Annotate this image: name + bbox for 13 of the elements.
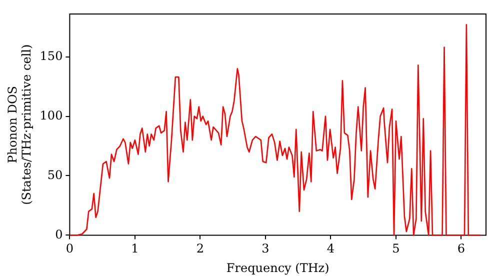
x-tick-label: 5	[392, 242, 400, 256]
x-tick-label: 0	[66, 242, 74, 256]
x-tick-label: 6	[457, 242, 466, 256]
x-tick-label: 2	[196, 242, 204, 256]
x-axis-title: Frequency (THz)	[226, 260, 330, 275]
y-tick-label: 100	[40, 108, 63, 122]
y-axis-title: Phonon DOS (States/THz·primitive cell)	[5, 44, 34, 205]
y-tick-label: 150	[40, 48, 63, 63]
y-tick-label: 0	[55, 227, 63, 242]
x-tick-label: 1	[131, 242, 139, 256]
y-tick-label: 50	[47, 168, 63, 182]
x-tick-label: 3	[262, 242, 270, 256]
x-tick-label: 4	[326, 242, 335, 256]
